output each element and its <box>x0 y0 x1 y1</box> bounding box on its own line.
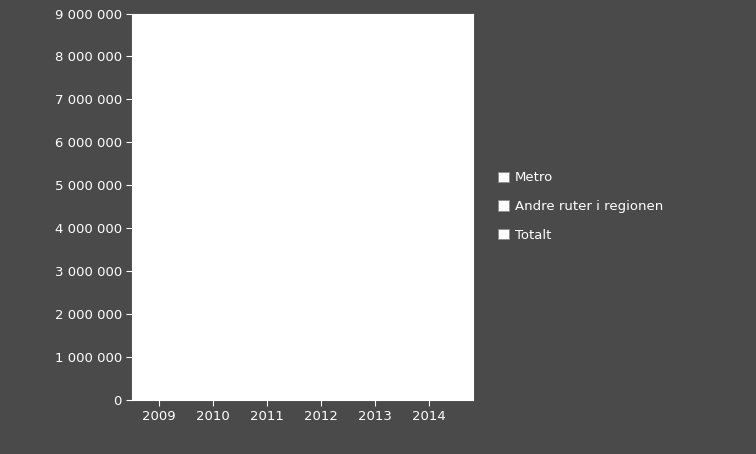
Legend: Metro, Andre ruter i regionen, Totalt: Metro, Andre ruter i regionen, Totalt <box>493 166 668 247</box>
